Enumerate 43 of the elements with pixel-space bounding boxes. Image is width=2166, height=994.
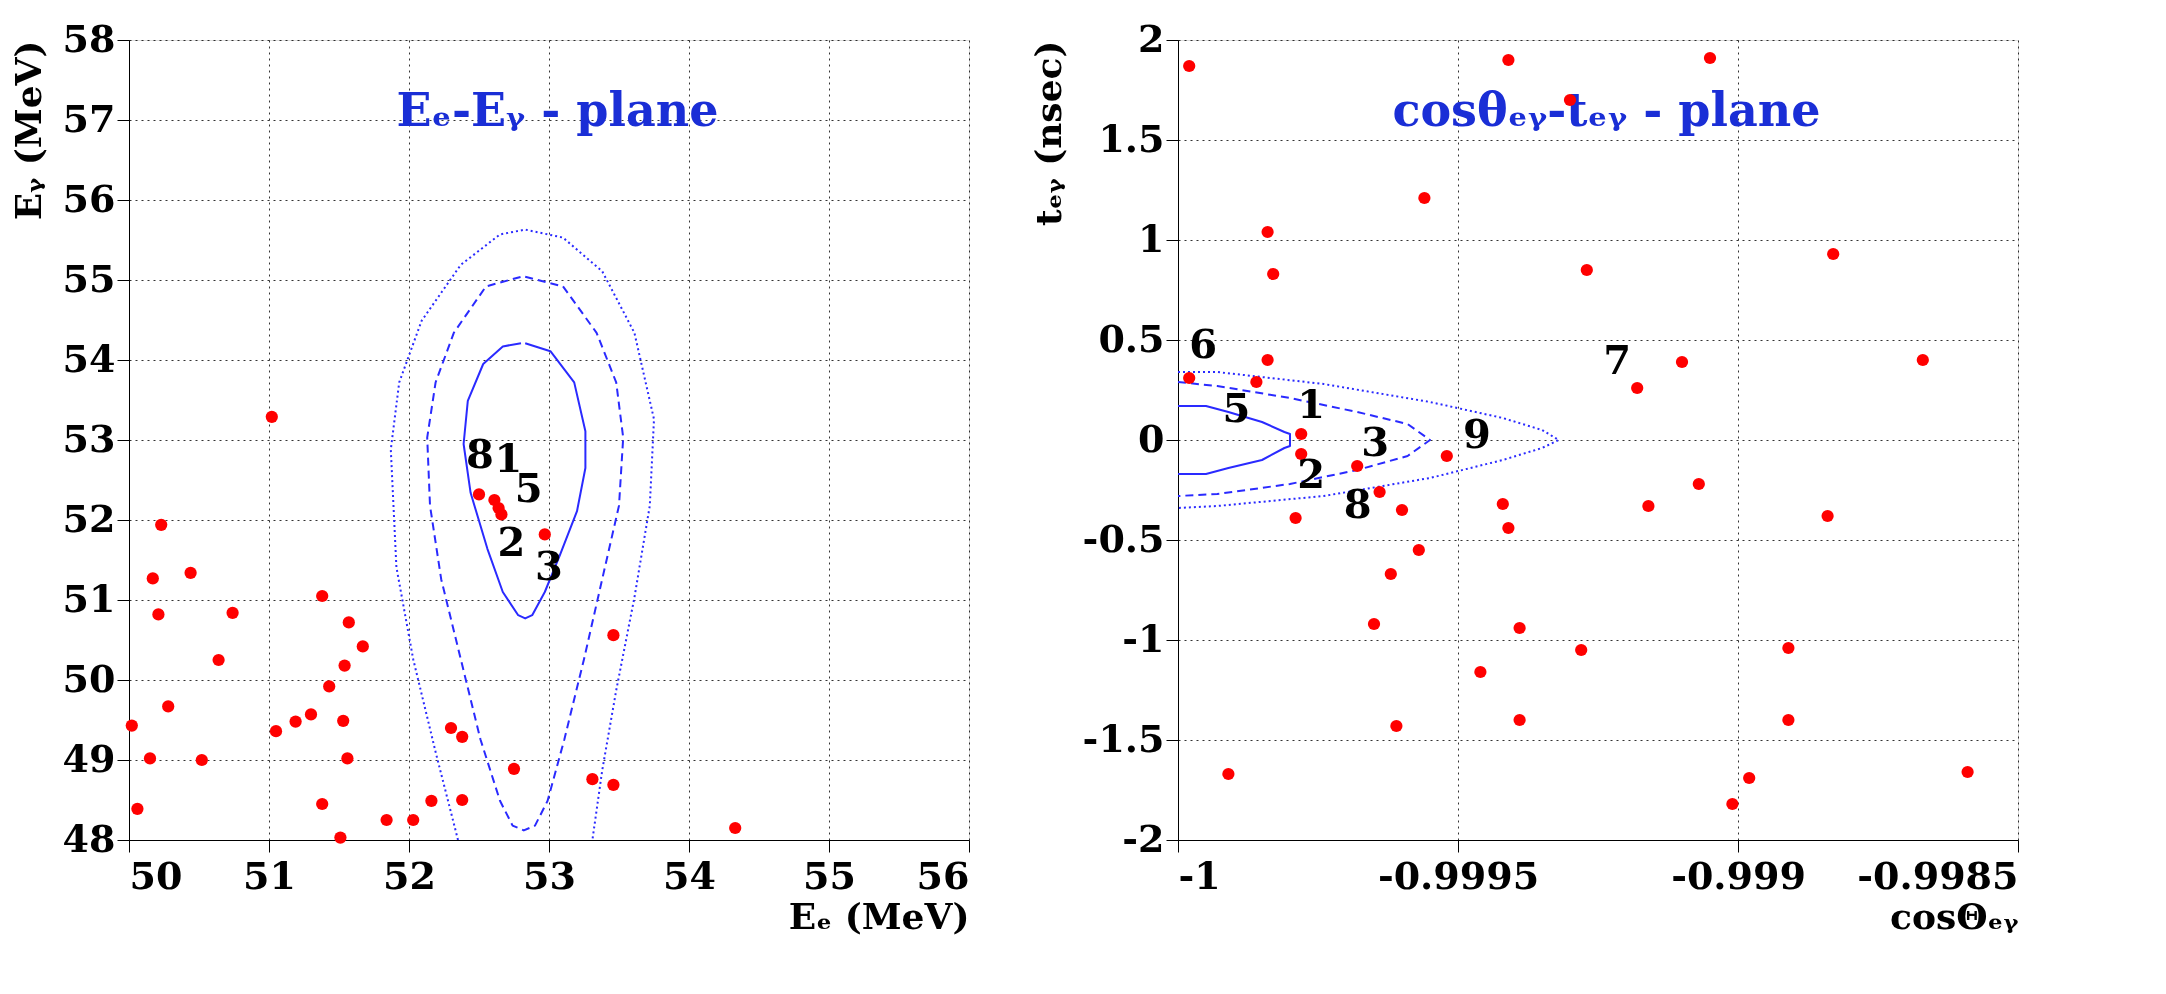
y-tick-label: 0.5: [1098, 315, 1165, 361]
y-tick-label: -2: [1122, 815, 1165, 861]
y-tick-label: 53: [62, 415, 116, 461]
x-tick-label: 52: [383, 852, 436, 898]
line-series: [426, 275, 625, 832]
annotation: 2: [497, 518, 526, 566]
y-tick-label: 50: [62, 655, 116, 701]
annotation: 3: [1361, 418, 1390, 465]
y-tick-label: 57: [62, 95, 116, 141]
x-tick-label: 50: [129, 852, 183, 898]
y-tick-label: 51: [62, 575, 116, 621]
x-tick-label: -0.999: [1671, 852, 1806, 898]
x-tick-label: 51: [243, 852, 296, 898]
y-tick-label: 1: [1138, 215, 1165, 261]
line-series: [389, 228, 655, 840]
annotation: 9: [1462, 410, 1491, 457]
y-tick-label: 55: [62, 255, 116, 301]
y-tick-label: 54: [62, 335, 116, 381]
text: cosθₑᵧ-tₑᵧ - plane: [1392, 83, 1821, 137]
x-tick-label: -1: [1178, 852, 1221, 898]
y-tick-label: 52: [62, 495, 116, 541]
y-tick-label: 48: [62, 815, 116, 861]
y-axis-title: Eᵧ (MeV): [6, 40, 49, 221]
y-tick-label: 0: [1138, 415, 1165, 461]
y-tick-label: 56: [62, 175, 116, 221]
y-tick-label: 58: [62, 15, 116, 61]
y-tick-label: 2: [1138, 15, 1165, 61]
y-tick-label: 1.5: [1098, 115, 1165, 161]
y-axis-title: tₑᵧ (nsec): [1026, 40, 1069, 226]
x-tick-label: 53: [523, 852, 576, 898]
y-tick-label: -1: [1122, 615, 1165, 661]
annotation: 1: [1297, 380, 1326, 427]
annotation: 8: [1343, 480, 1372, 527]
y-tick-label: -0.5: [1082, 515, 1165, 561]
annotation: 7: [1603, 336, 1632, 383]
annotation: 6: [1189, 320, 1218, 367]
annotation: 8: [466, 430, 494, 478]
line-series: [462, 342, 587, 620]
x-tick-label: 54: [663, 852, 716, 898]
y-tick-label: 49: [62, 735, 116, 781]
text: Eₑ-Eᵧ - plane: [396, 83, 719, 137]
y-tick-label: -1.5: [1082, 715, 1165, 761]
x-tick-label: -0.9995: [1377, 852, 1540, 898]
